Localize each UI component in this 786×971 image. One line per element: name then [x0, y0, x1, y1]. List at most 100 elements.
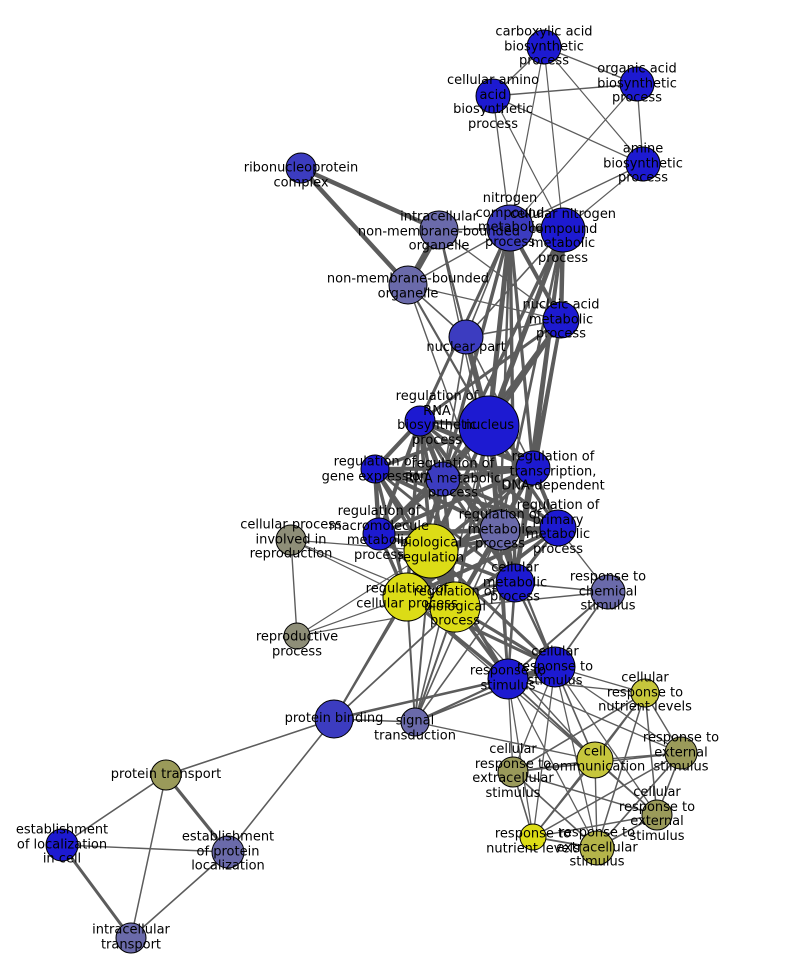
- graph-edge: [418, 318, 563, 423]
- graph-edge: [130, 851, 229, 939]
- graph-edge: [227, 718, 335, 853]
- graph-node-regulation_of_gene_expression[interactable]: [360, 454, 390, 484]
- graph-edge: [405, 526, 560, 599]
- graph-edge: [498, 528, 510, 681]
- graph-edge: [165, 718, 335, 776]
- graph-node-regulation_of_cellular_process[interactable]: [382, 572, 432, 622]
- graph-node-response_to_extracellular_stimulus[interactable]: [579, 830, 615, 866]
- graph-edge: [512, 692, 646, 773]
- graph-edge: [498, 528, 557, 669]
- graph-edge: [509, 83, 638, 229]
- graph-node-intracellular_transport[interactable]: [115, 922, 147, 954]
- graph-edge: [532, 752, 682, 838]
- graph-node-amine_biosynthetic_process[interactable]: [625, 146, 661, 182]
- graph-edge: [130, 774, 167, 939]
- graph-node-signal_transduction[interactable]: [400, 707, 430, 737]
- graph-edge: [60, 843, 133, 940]
- graph-node-regulation_of_rna_biosynthetic_process[interactable]: [404, 405, 436, 437]
- graph-node-protein_transport[interactable]: [150, 759, 182, 791]
- graph-edge: [372, 466, 503, 533]
- graph-node-response_to_chemical_stimulus[interactable]: [590, 574, 626, 610]
- graph-edge: [509, 163, 644, 229]
- graph-node-nuclear_part[interactable]: [448, 319, 484, 355]
- graph-edge: [454, 591, 609, 608]
- graph-node-regulation_of_macromolecule_metabolic_process[interactable]: [362, 517, 396, 551]
- graph-edge: [512, 771, 598, 849]
- graph-node-regulation_of_biological_process[interactable]: [429, 581, 481, 633]
- graph-edge: [554, 666, 658, 816]
- graph-edge: [373, 467, 560, 530]
- graph-edge: [543, 46, 644, 165]
- edge-layer: [60, 46, 682, 940]
- graph-edge: [61, 774, 167, 846]
- graph-edge: [298, 165, 411, 288]
- graph-node-regulation_of_metabolic_process[interactable]: [479, 509, 521, 551]
- graph-edge: [290, 539, 298, 637]
- graph-node-cellular_nitrogen_compound_metabolic_process[interactable]: [540, 207, 586, 253]
- graph-node-regulation_of_primary_metabolic_process[interactable]: [539, 509, 577, 547]
- graph-node-response_to_stimulus[interactable]: [487, 658, 529, 700]
- graph-edge: [333, 606, 456, 720]
- graph-edge: [507, 591, 609, 680]
- graph-node-establishment_of_protein_localization[interactable]: [211, 835, 245, 869]
- graph-edge: [438, 229, 562, 321]
- graph-edge: [414, 582, 516, 723]
- graph-edge: [596, 692, 646, 849]
- graph-node-nitrogen_compound_metabolic_process[interactable]: [486, 204, 534, 252]
- graph-node-response_to_external_stimulus[interactable]: [664, 736, 698, 770]
- graph-node-reproductive_process[interactable]: [283, 622, 311, 650]
- graph-edge: [507, 678, 646, 694]
- graph-edge: [296, 606, 456, 637]
- graph-node-cellular_amino_acid_biosynthetic_process[interactable]: [475, 78, 511, 114]
- node-layer[interactable]: [45, 29, 698, 954]
- graph-edge: [543, 46, 564, 231]
- graph-edge: [498, 228, 565, 532]
- graph-node-nucleic_acid_metabolic_process[interactable]: [542, 301, 580, 339]
- graph-node-organic_acid_biosynthetic_process[interactable]: [619, 66, 655, 102]
- graph-edge: [492, 95, 644, 165]
- graph-node-cellular_response_to_extracellular_stimulus[interactable]: [497, 756, 529, 788]
- graph-node-nucleus[interactable]: [458, 395, 520, 457]
- graph-edge: [644, 692, 658, 816]
- graph-node-biological_regulation[interactable]: [403, 523, 459, 579]
- graph-edge: [414, 721, 596, 761]
- graph-edge: [61, 844, 229, 853]
- graph-edge: [507, 678, 534, 838]
- graph-edge: [498, 226, 512, 532]
- graph-edge: [407, 284, 562, 321]
- graph-edge: [486, 227, 566, 429]
- graph-node-cellular_metabolic_process[interactable]: [495, 563, 535, 603]
- graph-node-regulation_of_rna_metabolic_process[interactable]: [425, 461, 461, 497]
- graph-node-intracellular_non_membrane_bounded_organelle[interactable]: [419, 210, 459, 250]
- graph-edge: [512, 771, 658, 816]
- graph-node-cellular_process_involved_in_reproduction[interactable]: [275, 524, 307, 556]
- graph-edge: [492, 83, 638, 97]
- graph-edge: [486, 225, 513, 429]
- graph-edge: [507, 678, 598, 849]
- graph-node-cellular_response_to_nutrient_levels[interactable]: [630, 678, 660, 708]
- graph-node-ribonucleoprotein_complex[interactable]: [285, 152, 317, 184]
- graph-node-carboxylic_acid_biosynthetic_process[interactable]: [526, 29, 562, 65]
- graph-edge: [509, 46, 545, 229]
- graph-node-cell_communication[interactable]: [576, 741, 614, 779]
- graph-edge: [507, 678, 682, 754]
- graph-edge: [596, 752, 682, 849]
- graph-edge: [532, 814, 658, 838]
- graph-edge: [554, 666, 598, 849]
- graph-edge: [373, 467, 517, 585]
- graph-node-cellular_response_to_external_stimulus[interactable]: [641, 799, 673, 831]
- graph-node-non_membrane_bounded_organelle[interactable]: [388, 265, 428, 305]
- graph-node-regulation_of_transcription_dna_dependent[interactable]: [515, 450, 551, 486]
- graph-edge: [532, 666, 556, 838]
- graph-node-response_to_nutrient_levels[interactable]: [519, 823, 547, 851]
- graph-edge: [414, 666, 556, 723]
- graph-edge: [414, 425, 490, 723]
- graph-node-cellular_response_to_stimulus[interactable]: [534, 646, 576, 688]
- graph-edge: [298, 165, 442, 233]
- graph-node-protein_binding[interactable]: [314, 699, 354, 739]
- graph-edge: [465, 229, 564, 338]
- graph-edge: [429, 549, 557, 669]
- graph-node-establishment_of_localization_in_cell[interactable]: [45, 828, 79, 862]
